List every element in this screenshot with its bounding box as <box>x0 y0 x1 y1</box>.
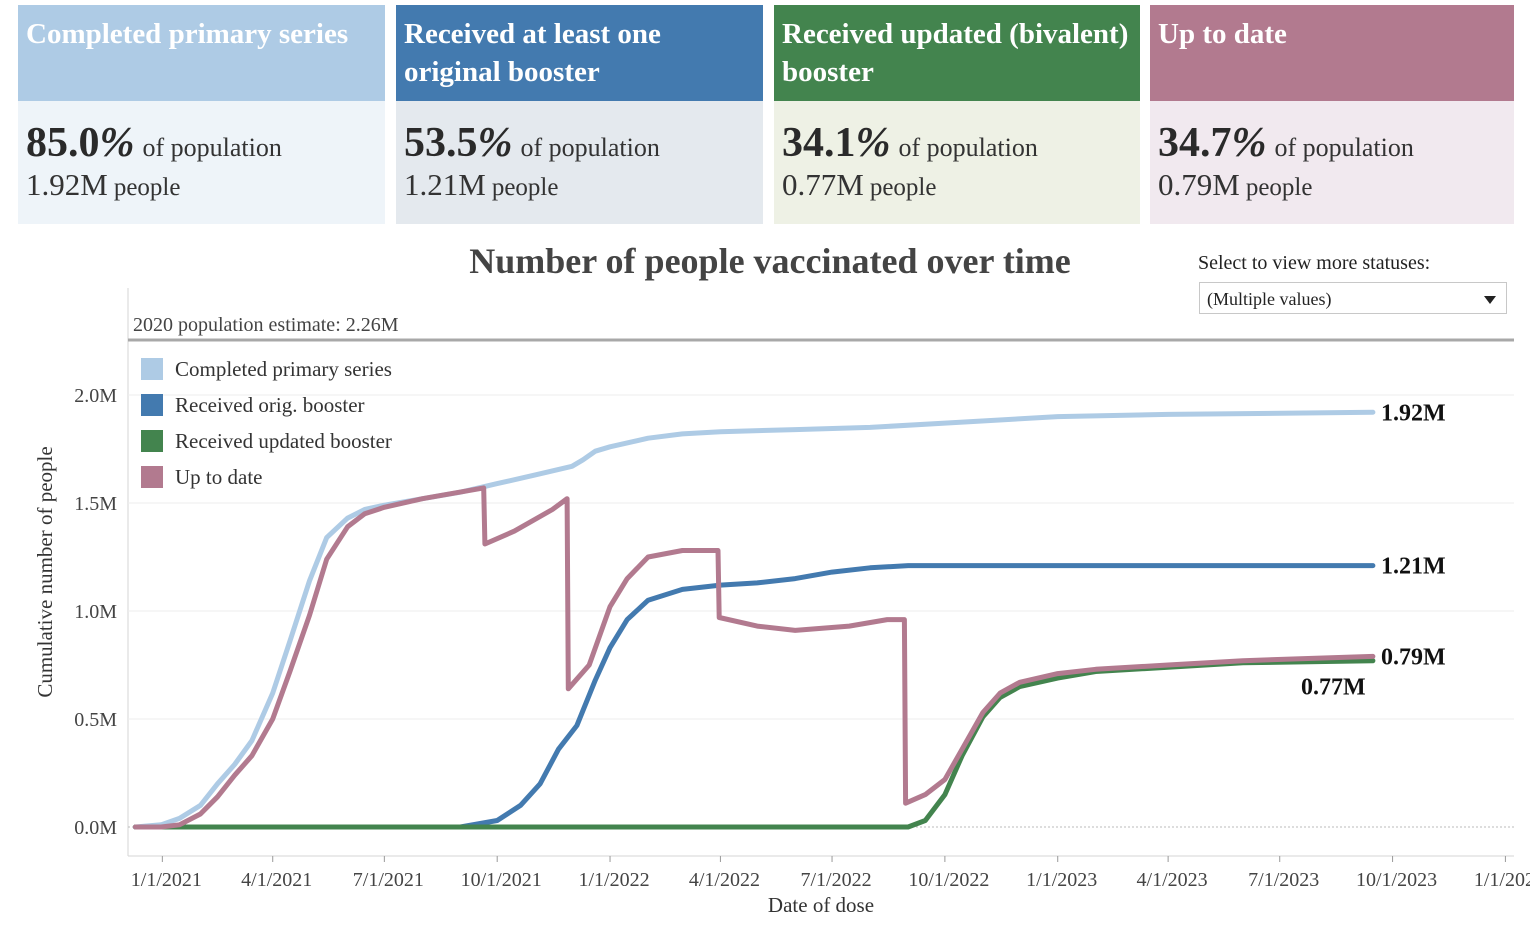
kpi-percent-symbol: % <box>1231 120 1267 166</box>
status-filter-label: Select to view more statuses: <box>1198 252 1431 274</box>
kpi-card-title: Up to date <box>1158 18 1287 50</box>
x-tick-label: 10/1/2023 <box>1356 869 1437 891</box>
kpi-card-completed-primary: Completed primary series 85.0% of populat… <box>18 5 385 224</box>
status-filter-value: (Multiple values) <box>1207 289 1332 309</box>
x-tick-label: 7/1/2021 <box>353 869 424 891</box>
kpi-card-body: 34.1% of population 0.77M people <box>774 101 1140 224</box>
kpi-people-count: 0.77M <box>782 167 864 202</box>
kpi-people-text: people <box>869 174 937 201</box>
series-end-label: 1.92M <box>1381 400 1446 426</box>
series-end-label: 0.79M <box>1381 644 1446 670</box>
kpi-percent-symbol: % <box>99 120 135 166</box>
series-line-up-to-date <box>132 485 1376 830</box>
kpi-percent-text: of population <box>1274 133 1414 162</box>
kpi-card-header: Received at least one original booster <box>396 5 763 101</box>
kpi-card-original-booster: Received at least one original booster 5… <box>396 5 763 224</box>
series-end-label: 0.77M <box>1301 675 1366 701</box>
kpi-card-body: 34.7% of population 0.79M people <box>1150 101 1514 224</box>
x-tick-label: 7/1/2023 <box>1248 869 1319 891</box>
kpi-people-count: 0.79M <box>1158 167 1240 202</box>
legend-label: Received updated booster <box>175 429 392 453</box>
kpi-card-title: Completed primary series <box>26 18 349 50</box>
legend-label: Up to date <box>175 465 262 489</box>
x-tick-label: 10/1/2021 <box>461 869 542 891</box>
series-line-received-updated-booster <box>132 658 1376 830</box>
kpi-percent-symbol: % <box>855 120 891 166</box>
kpi-percent-text: of population <box>520 133 660 162</box>
kpi-percent: 34.7 <box>1158 120 1232 166</box>
chart-title: Number of people vaccinated over time <box>469 241 1071 281</box>
series-end-label: 1.21M <box>1381 554 1446 580</box>
legend-swatch <box>141 430 163 452</box>
legend-swatch <box>141 394 163 416</box>
x-tick-label: 10/1/2022 <box>908 869 989 891</box>
kpi-percent: 85.0 <box>26 120 100 166</box>
status-filter-dropdown[interactable]: (Multiple values) <box>1199 282 1507 314</box>
kpi-percent: 53.5 <box>404 120 478 166</box>
kpi-card-title: Received at least one original booster <box>404 18 661 88</box>
y-tick-label: 0.0M <box>74 817 117 839</box>
kpi-card-header: Received updated (bivalent) booster <box>774 5 1140 101</box>
kpi-percent-symbol: % <box>477 120 513 166</box>
legend-label: Completed primary series <box>175 357 392 381</box>
kpi-card-header: Up to date <box>1150 5 1514 101</box>
kpi-percent: 34.1 <box>782 120 856 166</box>
kpi-people-text: people <box>491 174 559 201</box>
kpi-card-title: Received updated (bivalent) booster <box>782 18 1129 88</box>
x-tick-label: 1/1/2024 <box>1474 869 1530 891</box>
y-tick-label: 0.5M <box>74 709 117 731</box>
population-reference-label: 2020 population estimate: 2.26M <box>133 314 399 336</box>
x-tick-label: 1/1/2023 <box>1026 869 1097 891</box>
kpi-people-count: 1.92M <box>26 167 108 202</box>
x-tick-label: 4/1/2022 <box>689 869 760 891</box>
x-tick-label: 1/1/2021 <box>131 869 202 891</box>
x-tick-label: 4/1/2023 <box>1137 869 1208 891</box>
y-tick-label: 2.0M <box>74 385 117 407</box>
kpi-card-body: 53.5% of population 1.21M people <box>396 101 763 224</box>
legend-swatch <box>141 466 163 488</box>
kpi-people-text: people <box>113 174 181 201</box>
kpi-percent-text: of population <box>898 133 1038 162</box>
y-axis-title: Cumulative number of people <box>33 446 57 697</box>
kpi-card-updated-booster: Received updated (bivalent) booster 34.1… <box>774 5 1140 224</box>
chevron-down-icon[interactable] <box>1484 296 1496 304</box>
kpi-percent-text: of population <box>142 133 282 162</box>
kpi-people-text: people <box>1245 174 1313 201</box>
kpi-people-count: 1.21M <box>404 167 486 202</box>
y-tick-label: 1.0M <box>74 601 117 623</box>
kpi-card-body: 85.0% of population 1.92M people <box>18 101 385 224</box>
x-tick-label: 4/1/2021 <box>241 869 312 891</box>
x-tick-label: 1/1/2022 <box>578 869 649 891</box>
x-axis-title: Date of dose <box>768 893 874 917</box>
series-line-completed-primary-series <box>132 409 1376 830</box>
x-tick-label: 7/1/2022 <box>800 869 871 891</box>
legend-label: Received orig. booster <box>175 393 365 417</box>
legend-swatch <box>141 358 163 380</box>
kpi-card-header: Completed primary series <box>18 5 385 101</box>
kpi-card-up-to-date: Up to date 34.7% of population 0.79M peop… <box>1150 5 1514 224</box>
y-tick-label: 1.5M <box>74 493 117 515</box>
series-line-received-orig-booster <box>132 563 1376 830</box>
